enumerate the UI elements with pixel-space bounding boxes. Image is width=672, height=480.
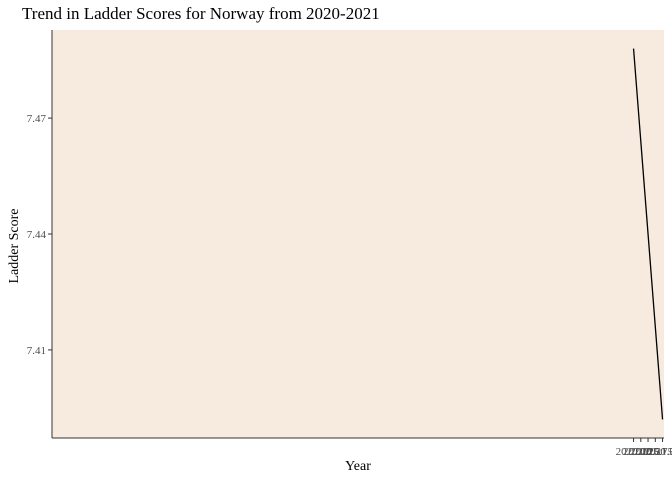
y-axis-title: Ladder Score — [7, 208, 22, 283]
chart-title: Trend in Ladder Scores for Norway from 2… — [22, 4, 380, 23]
y-tick-label: 7.47 — [27, 113, 47, 125]
x-tick-label: 2020.25 — [623, 446, 659, 458]
series-layer — [632, 48, 664, 420]
x-tick-label: 2020.50 — [630, 446, 666, 458]
y-tick-label: 7.44 — [27, 229, 47, 241]
x-tick-label: 2021.00 — [645, 446, 672, 458]
plot-panel — [52, 30, 664, 438]
y-axis: 7.41 7.44 7.47 — [27, 113, 52, 357]
x-axis-title: Year — [345, 459, 371, 474]
series-line — [632, 48, 664, 420]
x-tick-label: 2020.00 — [616, 446, 652, 458]
x-tick-label: 2020.75 — [637, 446, 672, 458]
y-tick-label: 7.41 — [27, 345, 46, 357]
